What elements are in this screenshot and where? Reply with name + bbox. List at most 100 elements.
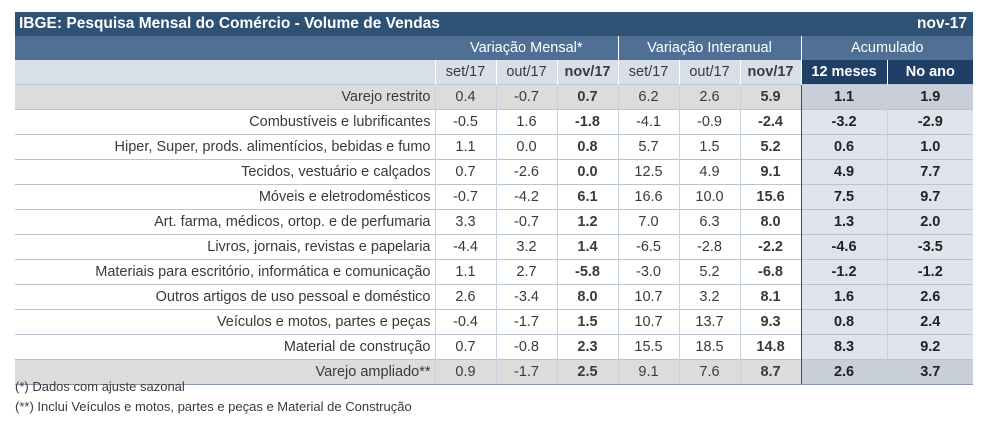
value-cell: 0.7 — [434, 334, 496, 360]
table-row: Veículos e motos, partes e peças -0.4 -1.7… — [15, 309, 974, 335]
value-cell: -3.2 — [800, 109, 888, 135]
value-cell: 2.5 — [556, 359, 619, 385]
value-cell: 7.5 — [800, 184, 888, 210]
value-cell: 1.0 — [886, 134, 974, 160]
footnote-seasonal: (*) Dados com ajuste sazonal — [15, 379, 185, 394]
value-cell: 0.9 — [434, 359, 496, 385]
value-cell: -2.9 — [886, 109, 974, 135]
value-cell: 2.4 — [886, 309, 974, 335]
value-cell: 0.0 — [495, 134, 557, 160]
value-cell: -4.1 — [617, 109, 680, 135]
value-cell: 10.0 — [678, 184, 741, 210]
value-cell: 0.4 — [434, 84, 496, 110]
value-cell: 8.1 — [739, 284, 802, 310]
value-cell: 2.3 — [556, 334, 619, 360]
value-cell: 3.2 — [495, 234, 557, 260]
value-cell: 7.7 — [886, 159, 974, 185]
sub-header: nov/17 — [556, 60, 619, 85]
table-title: IBGE: Pesquisa Mensal do Comércio - Volu… — [19, 15, 440, 32]
sub-header: out/17 — [678, 60, 741, 85]
value-cell: -0.5 — [434, 109, 496, 135]
sub-header: set/17 — [617, 60, 680, 85]
sub-header: 12 meses — [800, 60, 888, 85]
table-row: Material de construção 0.7 -0.8 2.3 15.5 18.5… — [15, 334, 974, 360]
row-label: Combustíveis e lubrificantes — [15, 109, 435, 135]
value-cell: -1.2 — [886, 259, 974, 285]
value-cell: 14.8 — [739, 334, 802, 360]
value-cell: 9.2 — [886, 334, 974, 360]
row-label: Materiais para escritório, informática e… — [15, 259, 435, 285]
value-cell: 6.2 — [617, 84, 680, 110]
value-cell: 4.9 — [678, 159, 741, 185]
footnotes: (*) Dados com ajuste sazonal (**) Inclui… — [15, 377, 412, 417]
value-cell: 18.5 — [678, 334, 741, 360]
value-cell: 1.3 — [800, 209, 888, 235]
value-cell: 1.6 — [495, 109, 557, 135]
value-cell: 5.2 — [678, 259, 741, 285]
sub-header-row: set/17 out/17 nov/17 set/17 out/17 nov/1… — [15, 60, 974, 85]
value-cell: 15.6 — [739, 184, 802, 210]
value-cell: -0.7 — [495, 209, 557, 235]
table-row: Materiais para escritório, informática e… — [15, 259, 974, 285]
row-label: Livros, jornais, revistas e papelaria — [15, 234, 435, 260]
sub-header: No ano — [886, 60, 974, 85]
value-cell: 2.6 — [678, 84, 741, 110]
value-cell: 0.8 — [800, 309, 888, 335]
value-cell: 5.7 — [617, 134, 680, 160]
sub-header-blank — [15, 60, 435, 85]
value-cell: 9.3 — [739, 309, 802, 335]
value-cell: 9.7 — [886, 184, 974, 210]
value-cell: -2.6 — [495, 159, 557, 185]
value-cell: 13.7 — [678, 309, 741, 335]
value-cell: 2.7 — [495, 259, 557, 285]
value-cell: 1.9 — [886, 84, 974, 110]
value-cell: 1.1 — [800, 84, 888, 110]
value-cell: -1.8 — [556, 109, 619, 135]
table-row: Art. farma, médicos, ortop. e de perfuma… — [15, 209, 974, 235]
value-cell: 1.1 — [434, 134, 496, 160]
value-cell: 1.6 — [800, 284, 888, 310]
row-label: Art. farma, médicos, ortop. e de perfuma… — [15, 209, 435, 235]
table-row: Varejo ampliado** 0.9 -1.7 2.5 9.1 7.6 8.7 2.6 3… — [15, 359, 974, 385]
value-cell: 16.6 — [617, 184, 680, 210]
value-cell: -0.7 — [434, 184, 496, 210]
value-cell: 8.0 — [556, 284, 619, 310]
value-cell: 2.6 — [434, 284, 496, 310]
value-cell: -3.4 — [495, 284, 557, 310]
row-label: Varejo ampliado** — [15, 359, 435, 385]
table-row: Varejo restrito 0.4 -0.7 0.7 6.2 2.6 5.9 1.1 1.9 — [15, 84, 974, 110]
value-cell: 9.1 — [739, 159, 802, 185]
sub-header: out/17 — [495, 60, 557, 85]
group-header-row: Variação Mensal* Variação Interanual Acu… — [15, 36, 974, 60]
value-cell: 1.5 — [556, 309, 619, 335]
row-label: Material de construção — [15, 334, 435, 360]
footnote-ampliado: (**) Inclui Veículos e motos, partes e p… — [15, 399, 412, 414]
value-cell: -6.5 — [617, 234, 680, 260]
value-cell: 1.2 — [556, 209, 619, 235]
value-cell: 0.6 — [800, 134, 888, 160]
value-cell: 2.6 — [886, 284, 974, 310]
value-cell: 12.5 — [617, 159, 680, 185]
value-cell: 4.9 — [800, 159, 888, 185]
value-cell: 2.0 — [886, 209, 974, 235]
value-cell: 0.7 — [556, 84, 619, 110]
row-label: Hiper, Super, prods. alimentícios, bebid… — [15, 134, 435, 160]
value-cell: -2.2 — [739, 234, 802, 260]
value-cell: -4.6 — [800, 234, 888, 260]
value-cell: -4.2 — [495, 184, 557, 210]
value-cell: -0.7 — [495, 84, 557, 110]
value-cell: 15.5 — [617, 334, 680, 360]
value-cell: 6.1 — [556, 184, 619, 210]
value-cell: 9.1 — [617, 359, 680, 385]
row-label: Tecidos, vestuário e calçados — [15, 159, 435, 185]
value-cell: 5.9 — [739, 84, 802, 110]
sub-header: set/17 — [434, 60, 496, 85]
value-cell: 3.3 — [434, 209, 496, 235]
group-header-mensal: Variação Mensal* — [435, 36, 619, 60]
row-label: Móveis e eletrodomésticos — [15, 184, 435, 210]
value-cell: -0.4 — [434, 309, 496, 335]
value-cell: 8.7 — [739, 359, 802, 385]
sales-volume-table: Variação Mensal* Variação Interanual Acu… — [15, 36, 974, 385]
group-header-blank — [15, 36, 435, 60]
